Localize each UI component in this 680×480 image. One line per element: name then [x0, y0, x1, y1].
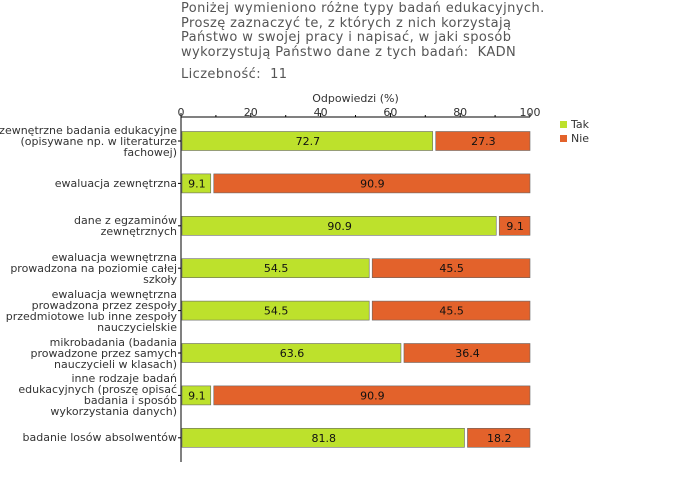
title-line: Poniżej wymieniono różne typy badań eduk…	[181, 1, 545, 16]
x-tick-label: 20	[244, 106, 258, 119]
bar-tak	[181, 427, 465, 448]
count-line: Liczebność: 11	[181, 67, 287, 82]
data-label-nie: 45.5	[439, 262, 464, 275]
data-label-tak: 72.7	[296, 135, 321, 148]
bar-nie	[403, 343, 531, 363]
category-label-line: prowadzona przez zespoły	[31, 298, 177, 312]
bar-nie	[213, 385, 531, 406]
category-label-line: szkoły	[143, 272, 177, 286]
category-label: mikrobadania (badania prowadzone przez sa…	[31, 337, 178, 370]
category-label-line: mikrobadania (badania	[49, 335, 177, 349]
legend: Tak Nie	[560, 117, 589, 145]
data-label-tak: 90.9	[327, 220, 352, 233]
legend-item: Nie	[560, 131, 589, 145]
legend-swatch	[560, 120, 567, 128]
bar-tak	[181, 343, 402, 363]
data-label-nie: 90.9	[360, 177, 385, 190]
category-label-line: (opisywane np. w literaturze	[20, 134, 177, 148]
x-tick-label: 80	[453, 106, 467, 119]
data-label-nie: 9.1	[506, 220, 524, 233]
title-line: Proszę zaznaczyć te, z których z nich ko…	[181, 15, 512, 31]
category-label-line: dane z egzaminów	[74, 213, 177, 227]
bar-tak	[181, 216, 497, 236]
bar-nie	[498, 216, 531, 236]
x-tick-label: 60	[383, 106, 397, 119]
category-label: inne rodzaje badań edukacyjnych (proszę o…	[18, 373, 177, 417]
legend-item: Tak	[560, 117, 589, 131]
data-label-tak: 9.1	[188, 177, 206, 190]
category-label-line: badania i sposób	[83, 394, 177, 408]
bar-tak	[181, 173, 212, 194]
data-label-nie: 45.5	[439, 305, 464, 318]
category-label-line: inne rodzaje badań	[71, 372, 177, 386]
category-label-line: ewaluacja zewnętrzna	[54, 176, 177, 190]
category-label-line: wykorzystania danych)	[50, 405, 177, 419]
category-label-line: prowadzona na poziomie całej	[10, 261, 177, 275]
x-tick-label: 100	[520, 106, 541, 119]
data-label-nie: 27.3	[471, 135, 496, 148]
legend-label: Nie	[571, 131, 590, 145]
count-label: Liczebność:	[181, 67, 261, 82]
data-label-tak: 54.5	[264, 305, 289, 318]
category-label: badanie losów absolwentów	[23, 432, 178, 443]
bar-tak	[181, 258, 370, 279]
x-tick-label: 0	[178, 106, 185, 119]
data-label-tak: 63.6	[280, 347, 305, 360]
bar-nie	[467, 427, 531, 448]
category-label: ewaluacja zewnętrzna	[55, 178, 177, 189]
category-label-line: nauczycielskie	[97, 320, 177, 334]
count-value: 11	[270, 67, 288, 82]
category-label-line: ewaluacja wewnętrzna	[51, 250, 177, 264]
bar-nie	[371, 300, 531, 321]
title-line: Państwo w swojej pracy i napisać, w jaki…	[181, 30, 512, 46]
category-label: zewnętrzne badania edukacyjne (opisywane …	[0, 125, 177, 158]
category-label: ewaluacja wewnętrzna prowadzona na poziom…	[10, 252, 177, 285]
data-label-nie: 90.9	[360, 389, 385, 402]
category-label-line: fachowej)	[123, 145, 177, 159]
bar-tak	[181, 300, 370, 321]
title-line: wykorzystują Państwo dane z tych badań: …	[181, 44, 517, 60]
data-label-tak: 81.8	[311, 432, 336, 445]
bar-nie	[371, 258, 531, 279]
category-label-line: zewnętrznych	[100, 224, 177, 238]
data-label-tak: 9.1	[188, 389, 206, 402]
legend-label: Tak	[571, 117, 590, 131]
category-label-line: ewaluacja wewnętrzna	[51, 287, 177, 301]
data-label-tak: 54.5	[264, 262, 289, 275]
legend-swatch	[560, 134, 567, 142]
bar-tak	[181, 131, 434, 151]
x-axis-title: Odpowiedzi (%)	[312, 92, 399, 105]
chart-title: Poniżej wymieniono różne typy badań eduk…	[181, 1, 545, 60]
category-label: dane z egzaminów zewnętrznych	[74, 215, 177, 237]
x-tick-label: 40	[314, 106, 328, 119]
bar-nie	[435, 131, 531, 151]
category-label-line: badanie losów absolwentów	[22, 431, 178, 445]
category-label-line: przedmiotowe lub inne zespoły	[5, 309, 177, 323]
category-label: ewaluacja wewnętrzna prowadzona przez zes…	[6, 289, 177, 333]
category-label-line: edukacyjnych (proszę opisać	[18, 383, 177, 397]
category-label-line: zewnętrzne badania edukacyjne	[0, 123, 177, 137]
category-label-line: prowadzone przez samych	[30, 346, 178, 360]
data-label-nie: 18.2	[487, 432, 512, 445]
category-label-line: nauczycieli w klasach)	[54, 357, 177, 371]
bar-nie	[213, 173, 531, 194]
data-label-nie: 36.4	[455, 347, 480, 360]
bar-tak	[181, 385, 212, 406]
